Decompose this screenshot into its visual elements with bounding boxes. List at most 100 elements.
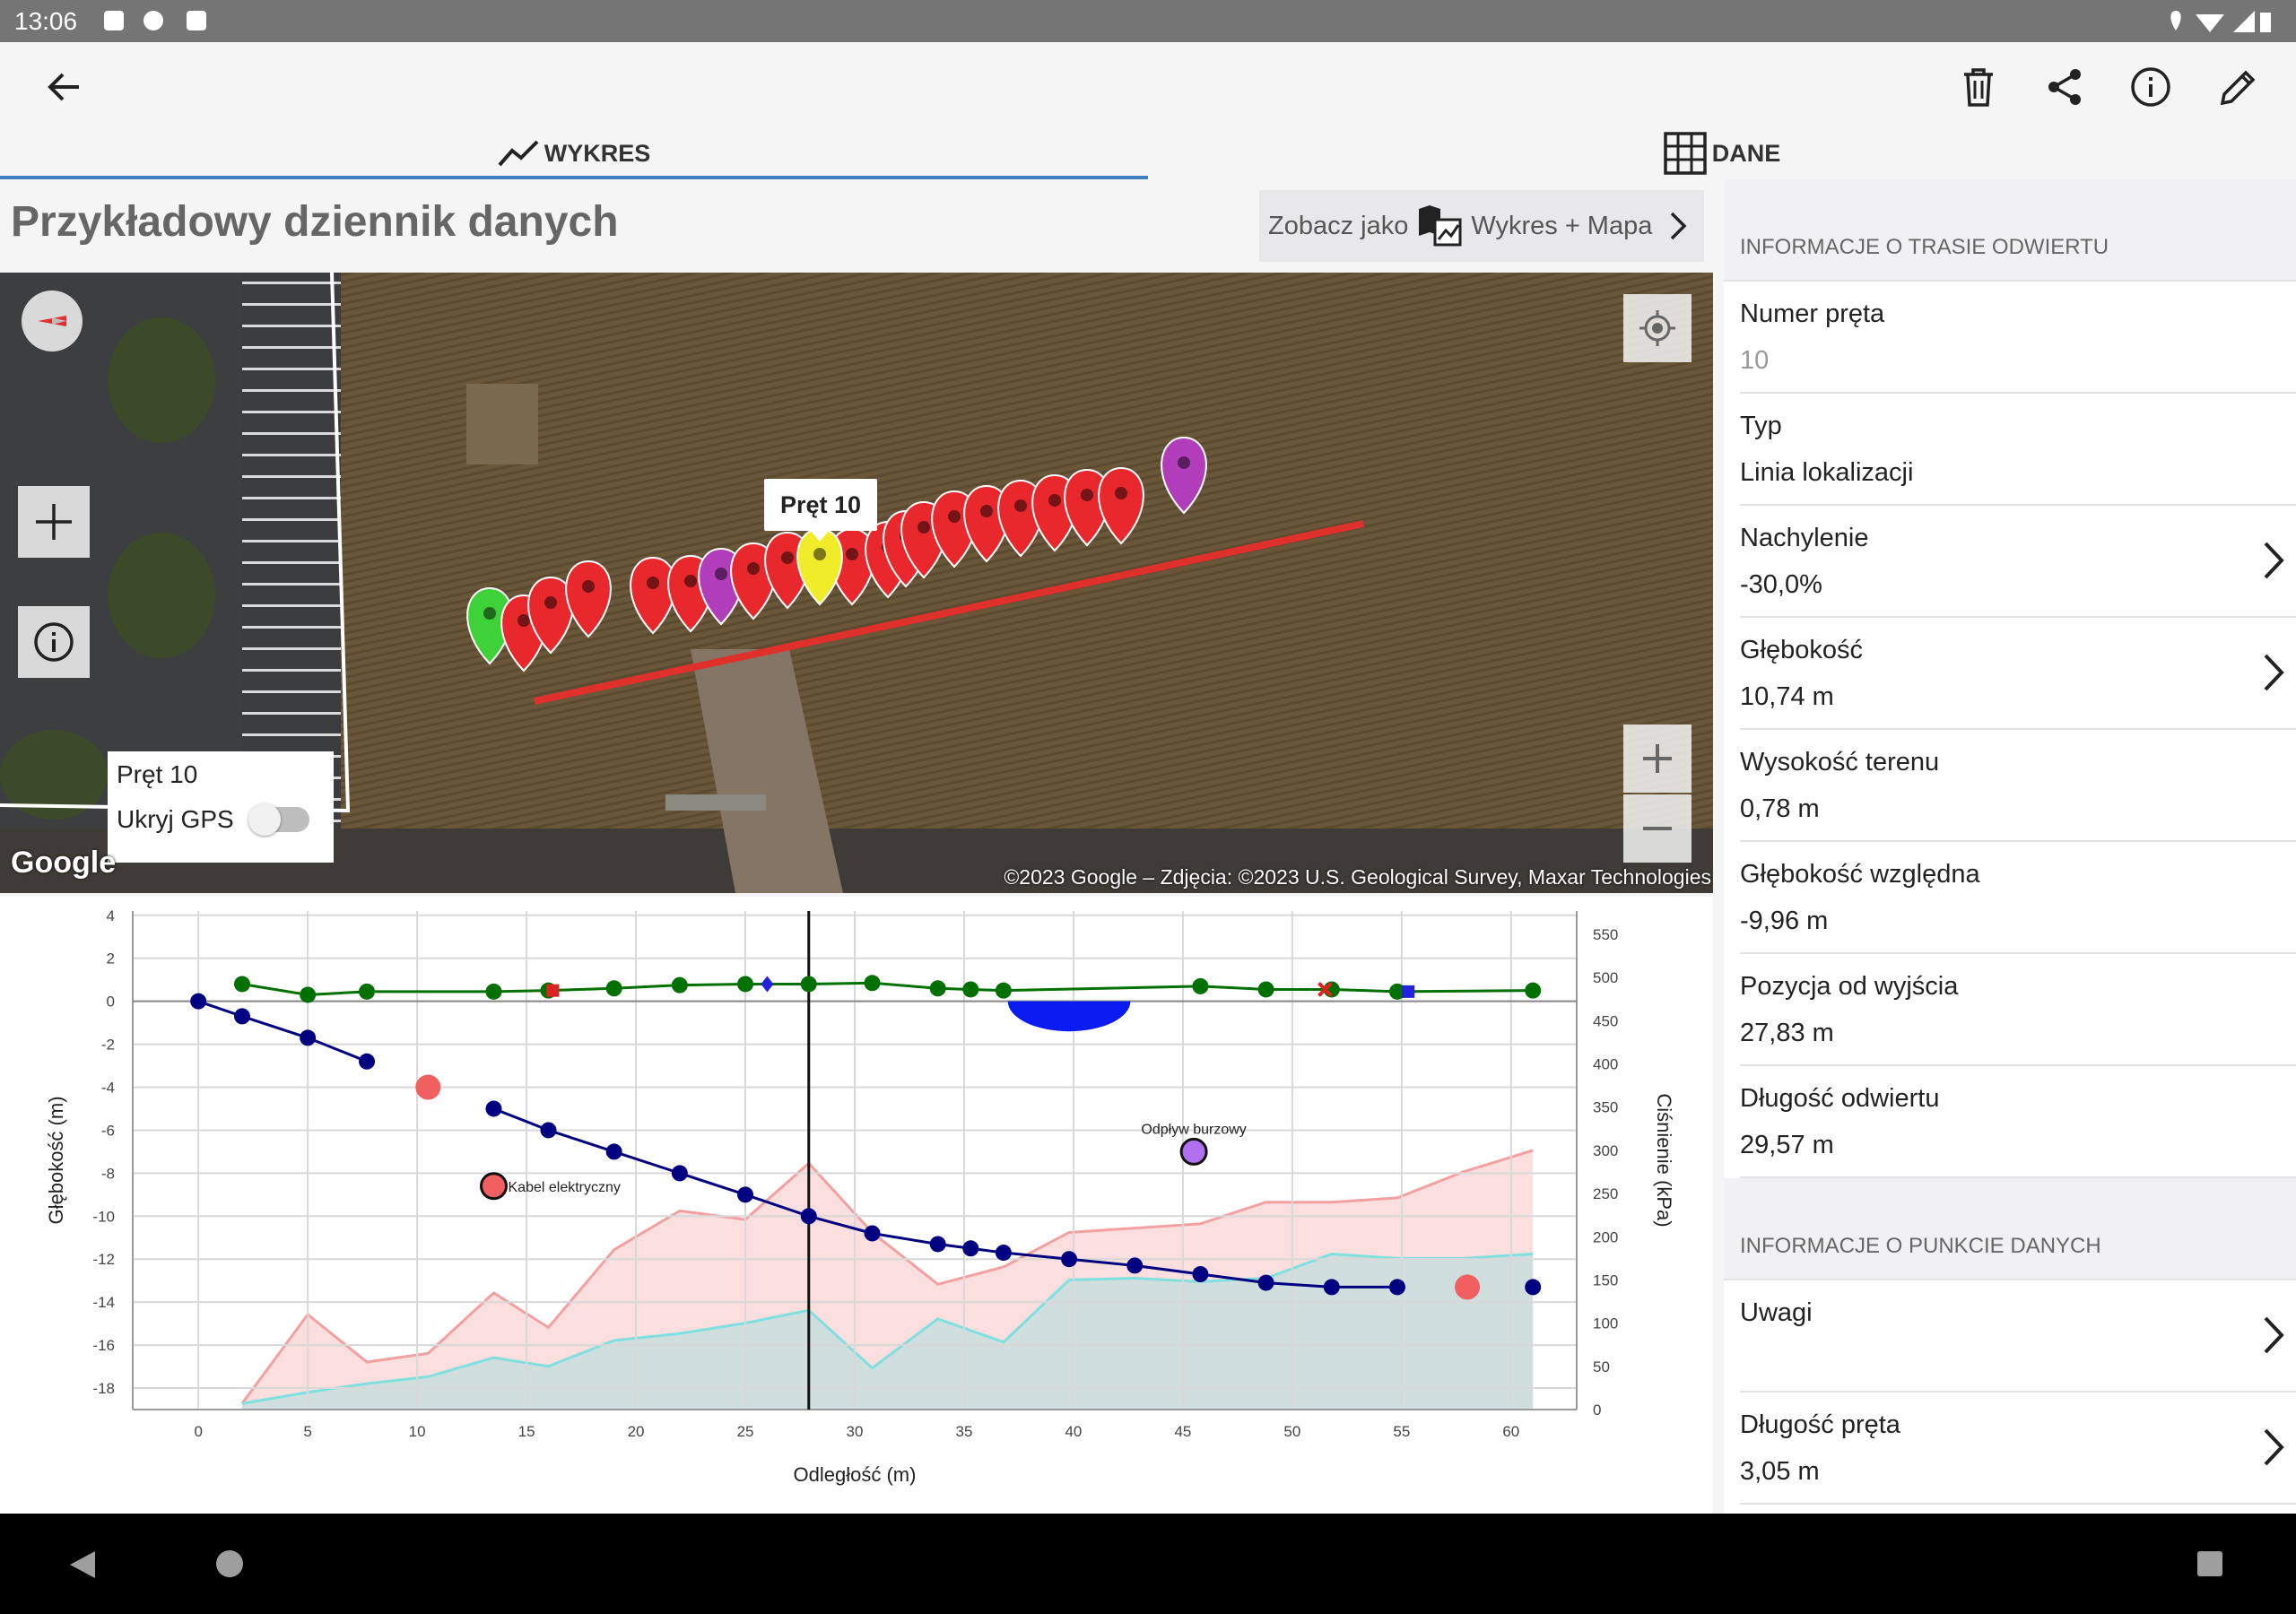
info-item[interactable]: Długość pręta 3,05 m [1740, 1393, 2296, 1505]
ground-point [605, 980, 622, 997]
compass-button[interactable] [22, 291, 83, 351]
battery-icon [2260, 13, 2271, 32]
y-tick-label: -12 [92, 1251, 115, 1268]
map-info-button[interactable] [18, 606, 90, 678]
info-item-value: 10,74 m [1740, 682, 1834, 711]
depth-point [605, 1143, 622, 1160]
marker-cross [1318, 982, 1333, 997]
info-item-label: Długość pręta [1740, 1410, 1900, 1439]
google-logo: Google [11, 846, 117, 880]
map-pin-dot [582, 580, 595, 593]
x-tick-label: 25 [737, 1423, 754, 1440]
back-button[interactable] [36, 58, 93, 116]
utility-marker [415, 1074, 441, 1100]
ground-point [1388, 983, 1405, 1000]
info-item: Wysokość terenu 0,78 m [1740, 730, 2296, 842]
map-pin-dot [948, 510, 961, 523]
profile-chart[interactable]: 0 5 10 15 20 25 30 35 40 45 50 55 60 4 2 0 -2 -4 -6 -8 -10 -1… [0, 897, 1713, 1514]
zoom-out-button[interactable] [1623, 794, 1692, 863]
info-item[interactable]: Nachylenie -30,0% [1740, 506, 2296, 618]
map-pin-dot [918, 521, 930, 534]
map-pin [1161, 436, 1207, 515]
marker-square [546, 984, 560, 997]
nav-recents-icon[interactable] [2196, 1549, 2224, 1578]
signal-icon [2233, 11, 2255, 32]
y2-tick-label: 150 [1593, 1271, 1618, 1289]
x-axis-label: Odległość (m) [794, 1463, 917, 1486]
depth-point [1323, 1279, 1340, 1296]
info-button[interactable] [2122, 58, 2179, 116]
map-pin-dot [980, 505, 993, 517]
view-as-value: Wykres + Mapa [1471, 211, 1653, 240]
info-item: Pozycja od wyjścia 27,83 m [1740, 954, 2296, 1066]
info-item[interactable]: Uwagi [1740, 1280, 2296, 1393]
map-pin-dot [1178, 456, 1190, 469]
my-location-button[interactable] [1623, 294, 1692, 362]
pressure-line [241, 1253, 1534, 1405]
map-view[interactable]: Pręt 10 Pręt 10 Ukryj GPS Google ©2023 G… [0, 273, 1713, 893]
info-item-value: 27,83 m [1740, 1019, 1834, 1047]
chevron-right-icon [2264, 654, 2284, 691]
edit-button[interactable] [2210, 58, 2267, 116]
tab-chart[interactable]: WYKRES [0, 130, 1148, 177]
rod-callout: Pręt 10 [764, 479, 878, 531]
pressure-area [241, 1254, 1534, 1410]
y2-tick-label: 300 [1593, 1142, 1618, 1159]
chart-svg: 0 5 10 15 20 25 30 35 40 45 50 55 60420-2-4-6-8-10-1… [45, 907, 1675, 1486]
map-chart-icon [1419, 205, 1462, 247]
y-tick-label: -8 [101, 1165, 115, 1182]
map-pins[interactable] [466, 436, 1207, 672]
depth-point [1192, 1266, 1209, 1283]
view-as-selector[interactable]: Zobacz jako Wykres + Mapa [1259, 190, 1704, 262]
add-point-button[interactable] [18, 486, 90, 558]
tab-data[interactable]: DANE [1148, 130, 2296, 177]
share-icon [2048, 69, 2081, 105]
nav-home-icon[interactable] [215, 1549, 244, 1578]
x-tick-label: 50 [1283, 1423, 1300, 1440]
utility-marker [1455, 1274, 1481, 1300]
delete-button[interactable] [1950, 58, 2007, 116]
trash-icon [1964, 68, 1993, 107]
info-item[interactable]: Głębokość 10,74 m [1740, 618, 2296, 730]
map-pin-dot [846, 548, 858, 560]
x-tick-label: 30 [847, 1423, 864, 1440]
hide-gps-toggle[interactable] [248, 803, 309, 836]
map-pin-dot [715, 568, 727, 580]
info-item-label: Pozycja od wyjścia [1740, 972, 1959, 1001]
ground-point [1257, 981, 1274, 998]
map-pin-dot [684, 575, 697, 587]
y2-tick-label: 250 [1593, 1185, 1618, 1202]
x-tick-label: 0 [194, 1423, 202, 1440]
depth-point [962, 1240, 979, 1257]
map-pin-dot [517, 614, 530, 627]
route-info-header: INFORMACJE O TRASIE ODWIERTU [1724, 179, 2296, 282]
zoom-in-button[interactable] [1623, 725, 1692, 793]
wifi-icon [2196, 14, 2224, 32]
target-icon [1639, 310, 1675, 346]
depth-point [540, 1122, 557, 1139]
x-tick-label: 40 [1065, 1423, 1082, 1440]
ground-point [962, 981, 979, 998]
y-tick-label: -4 [101, 1080, 115, 1097]
info-item-label: Typ [1740, 412, 1782, 440]
utility-label: Kabel elektryczny [509, 1180, 621, 1195]
map-pin-dot [647, 577, 659, 589]
nav-back-icon[interactable] [68, 1549, 97, 1580]
map-attribution: ©2023 Google – Zdjęcia: ©2023 U.S. Geolo… [1004, 865, 1711, 889]
marker-diamond [761, 976, 774, 993]
info-icon [34, 622, 74, 662]
ground-point [485, 983, 502, 1000]
ground-point [800, 976, 817, 993]
utility-marker [480, 1172, 508, 1201]
depth-point [1525, 1279, 1542, 1296]
depth-point [1126, 1257, 1144, 1274]
info-item-value: -9,96 m [1740, 907, 1829, 935]
depth-point [485, 1100, 502, 1117]
share-button[interactable] [2036, 58, 2093, 116]
depth-point [671, 1165, 688, 1182]
app-notification-icon [144, 11, 163, 30]
x-tick-label: 20 [628, 1423, 645, 1440]
y-tick-label: -10 [92, 1208, 115, 1225]
plus-icon [36, 504, 72, 540]
y2-tick-label: 350 [1593, 1099, 1618, 1116]
